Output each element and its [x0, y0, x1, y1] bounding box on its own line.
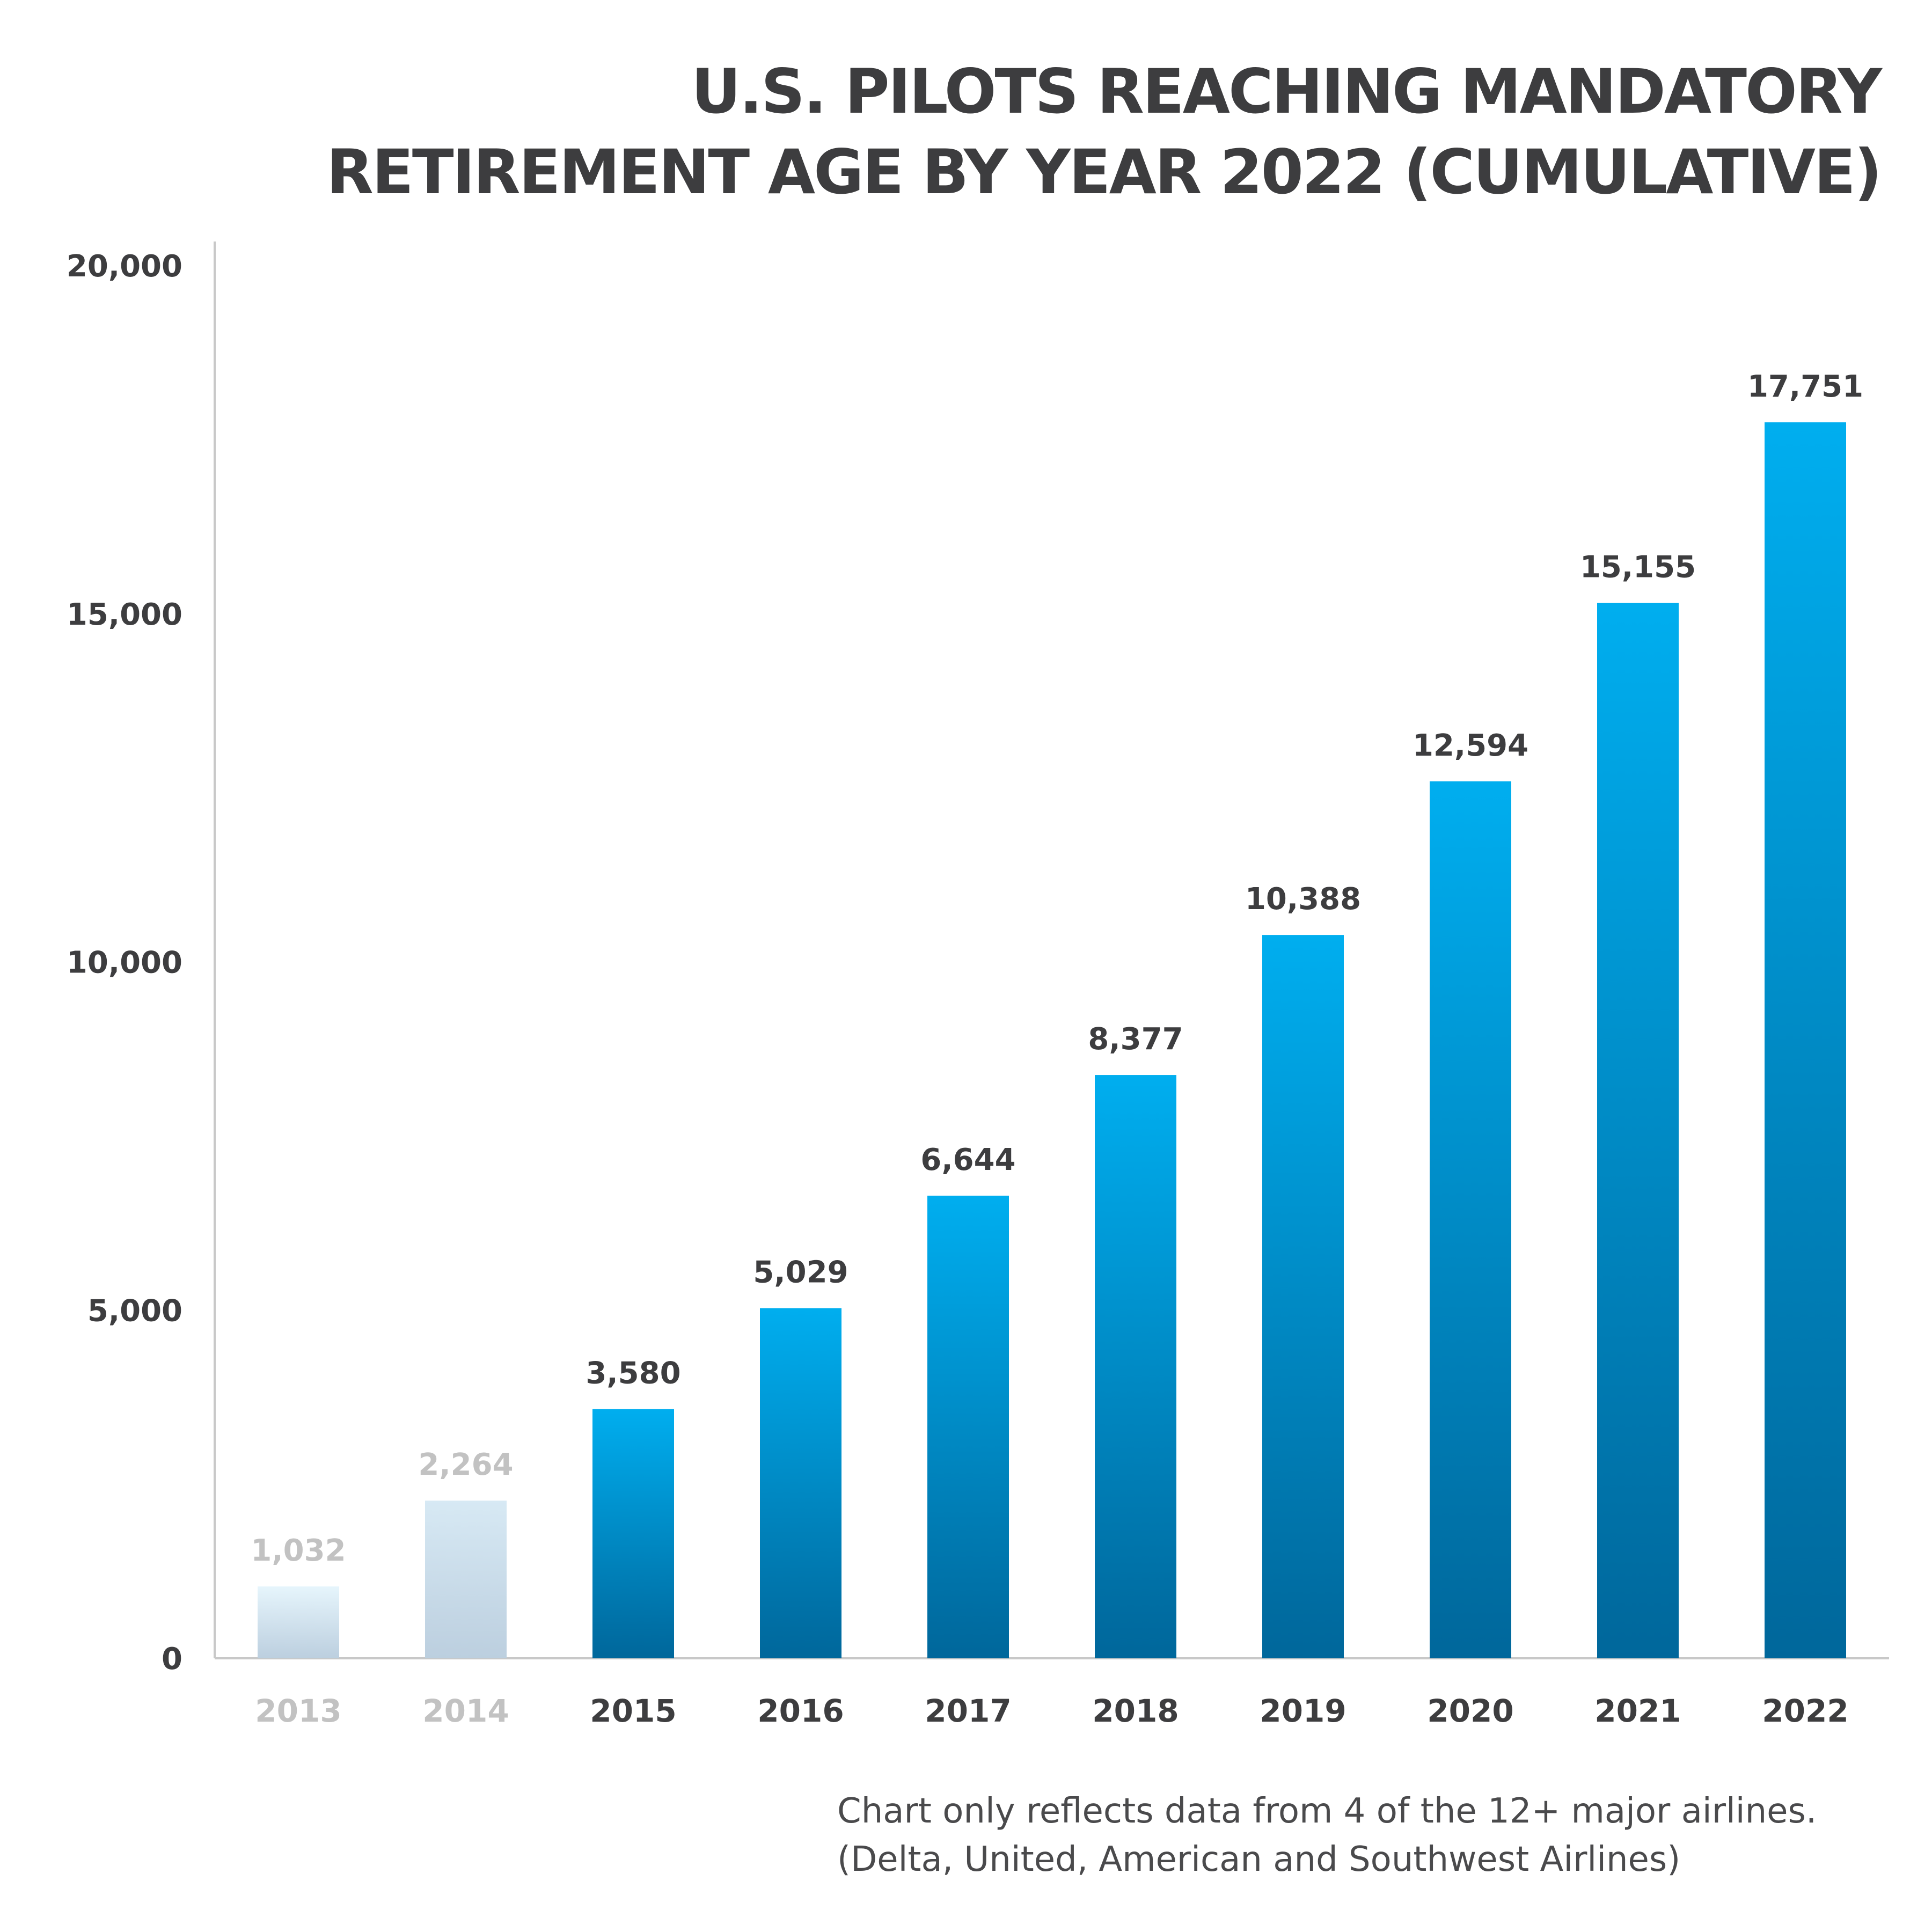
bar-2022 — [1765, 422, 1846, 1659]
y-tick-label: 20,000 — [67, 249, 182, 284]
data-label-2019: 10,388 — [1245, 882, 1361, 917]
data-label-2020: 12,594 — [1413, 728, 1528, 763]
bar-2021 — [1597, 603, 1679, 1658]
bar-2016 — [760, 1308, 841, 1658]
footnote-line-2: (Delta, United, American and Southwest A… — [837, 1840, 1681, 1879]
x-tick-label-2016: 2016 — [757, 1693, 844, 1729]
footnote: Chart only reflects data from 4 of the 1… — [837, 1787, 1817, 1884]
x-tick-label-2021: 2021 — [1594, 1693, 1681, 1729]
data-label-2017: 6,644 — [920, 1143, 1015, 1177]
x-tick-label-2022: 2022 — [1762, 1693, 1848, 1729]
x-tick-label-2014: 2014 — [422, 1693, 509, 1729]
x-tick-label-2020: 2020 — [1427, 1693, 1513, 1729]
y-axis-tick-labels: 0 5,000 10,000 15,000 20,000 — [67, 249, 182, 1677]
chart-title-line-2: RETIREMENT AGE BY YEAR 2022 (CUMULATIVE) — [326, 136, 1882, 208]
bar-2013 — [258, 1586, 339, 1658]
data-labels: 1,032 2,264 3,580 5,029 6,644 8,377 10,388 12,5… — [251, 369, 1863, 1568]
data-label-2013: 1,032 — [251, 1533, 346, 1568]
y-tick-label: 0 — [162, 1642, 182, 1677]
x-tick-label-2019: 2019 — [1260, 1693, 1346, 1729]
bar-2019 — [1262, 935, 1344, 1658]
x-tick-label-2017: 2017 — [925, 1693, 1011, 1729]
data-label-2018: 8,377 — [1088, 1022, 1183, 1057]
chart-title-line-1: U.S. PILOTS REACHING MANDATORY — [691, 56, 1882, 127]
x-axis-tick-labels: 2013 2014 2015 2016 2017 2018 2019 2020 2021 2022 — [255, 1693, 1848, 1729]
y-tick-label: 10,000 — [67, 946, 182, 980]
y-tick-label: 15,000 — [67, 597, 182, 632]
bar-2014 — [425, 1501, 507, 1658]
bar-2020 — [1430, 781, 1511, 1658]
x-tick-label-2013: 2013 — [255, 1693, 341, 1729]
bar-2015 — [592, 1409, 674, 1658]
data-label-2022: 17,751 — [1747, 369, 1863, 404]
bar-2017 — [927, 1195, 1009, 1658]
footnote-line-1: Chart only reflects data from 4 of the 1… — [837, 1791, 1817, 1831]
bar-2018 — [1095, 1075, 1176, 1658]
x-tick-label-2015: 2015 — [590, 1693, 676, 1729]
data-label-2014: 2,264 — [418, 1447, 513, 1482]
data-label-2016: 5,029 — [753, 1255, 848, 1290]
chart-title: U.S. PILOTS REACHING MANDATORY RETIREMEN… — [326, 52, 1882, 213]
data-label-2015: 3,580 — [586, 1356, 680, 1391]
bars — [258, 422, 1846, 1659]
y-tick-label: 5,000 — [87, 1293, 182, 1328]
data-label-2021: 15,155 — [1580, 550, 1696, 585]
x-tick-label-2018: 2018 — [1092, 1693, 1179, 1729]
